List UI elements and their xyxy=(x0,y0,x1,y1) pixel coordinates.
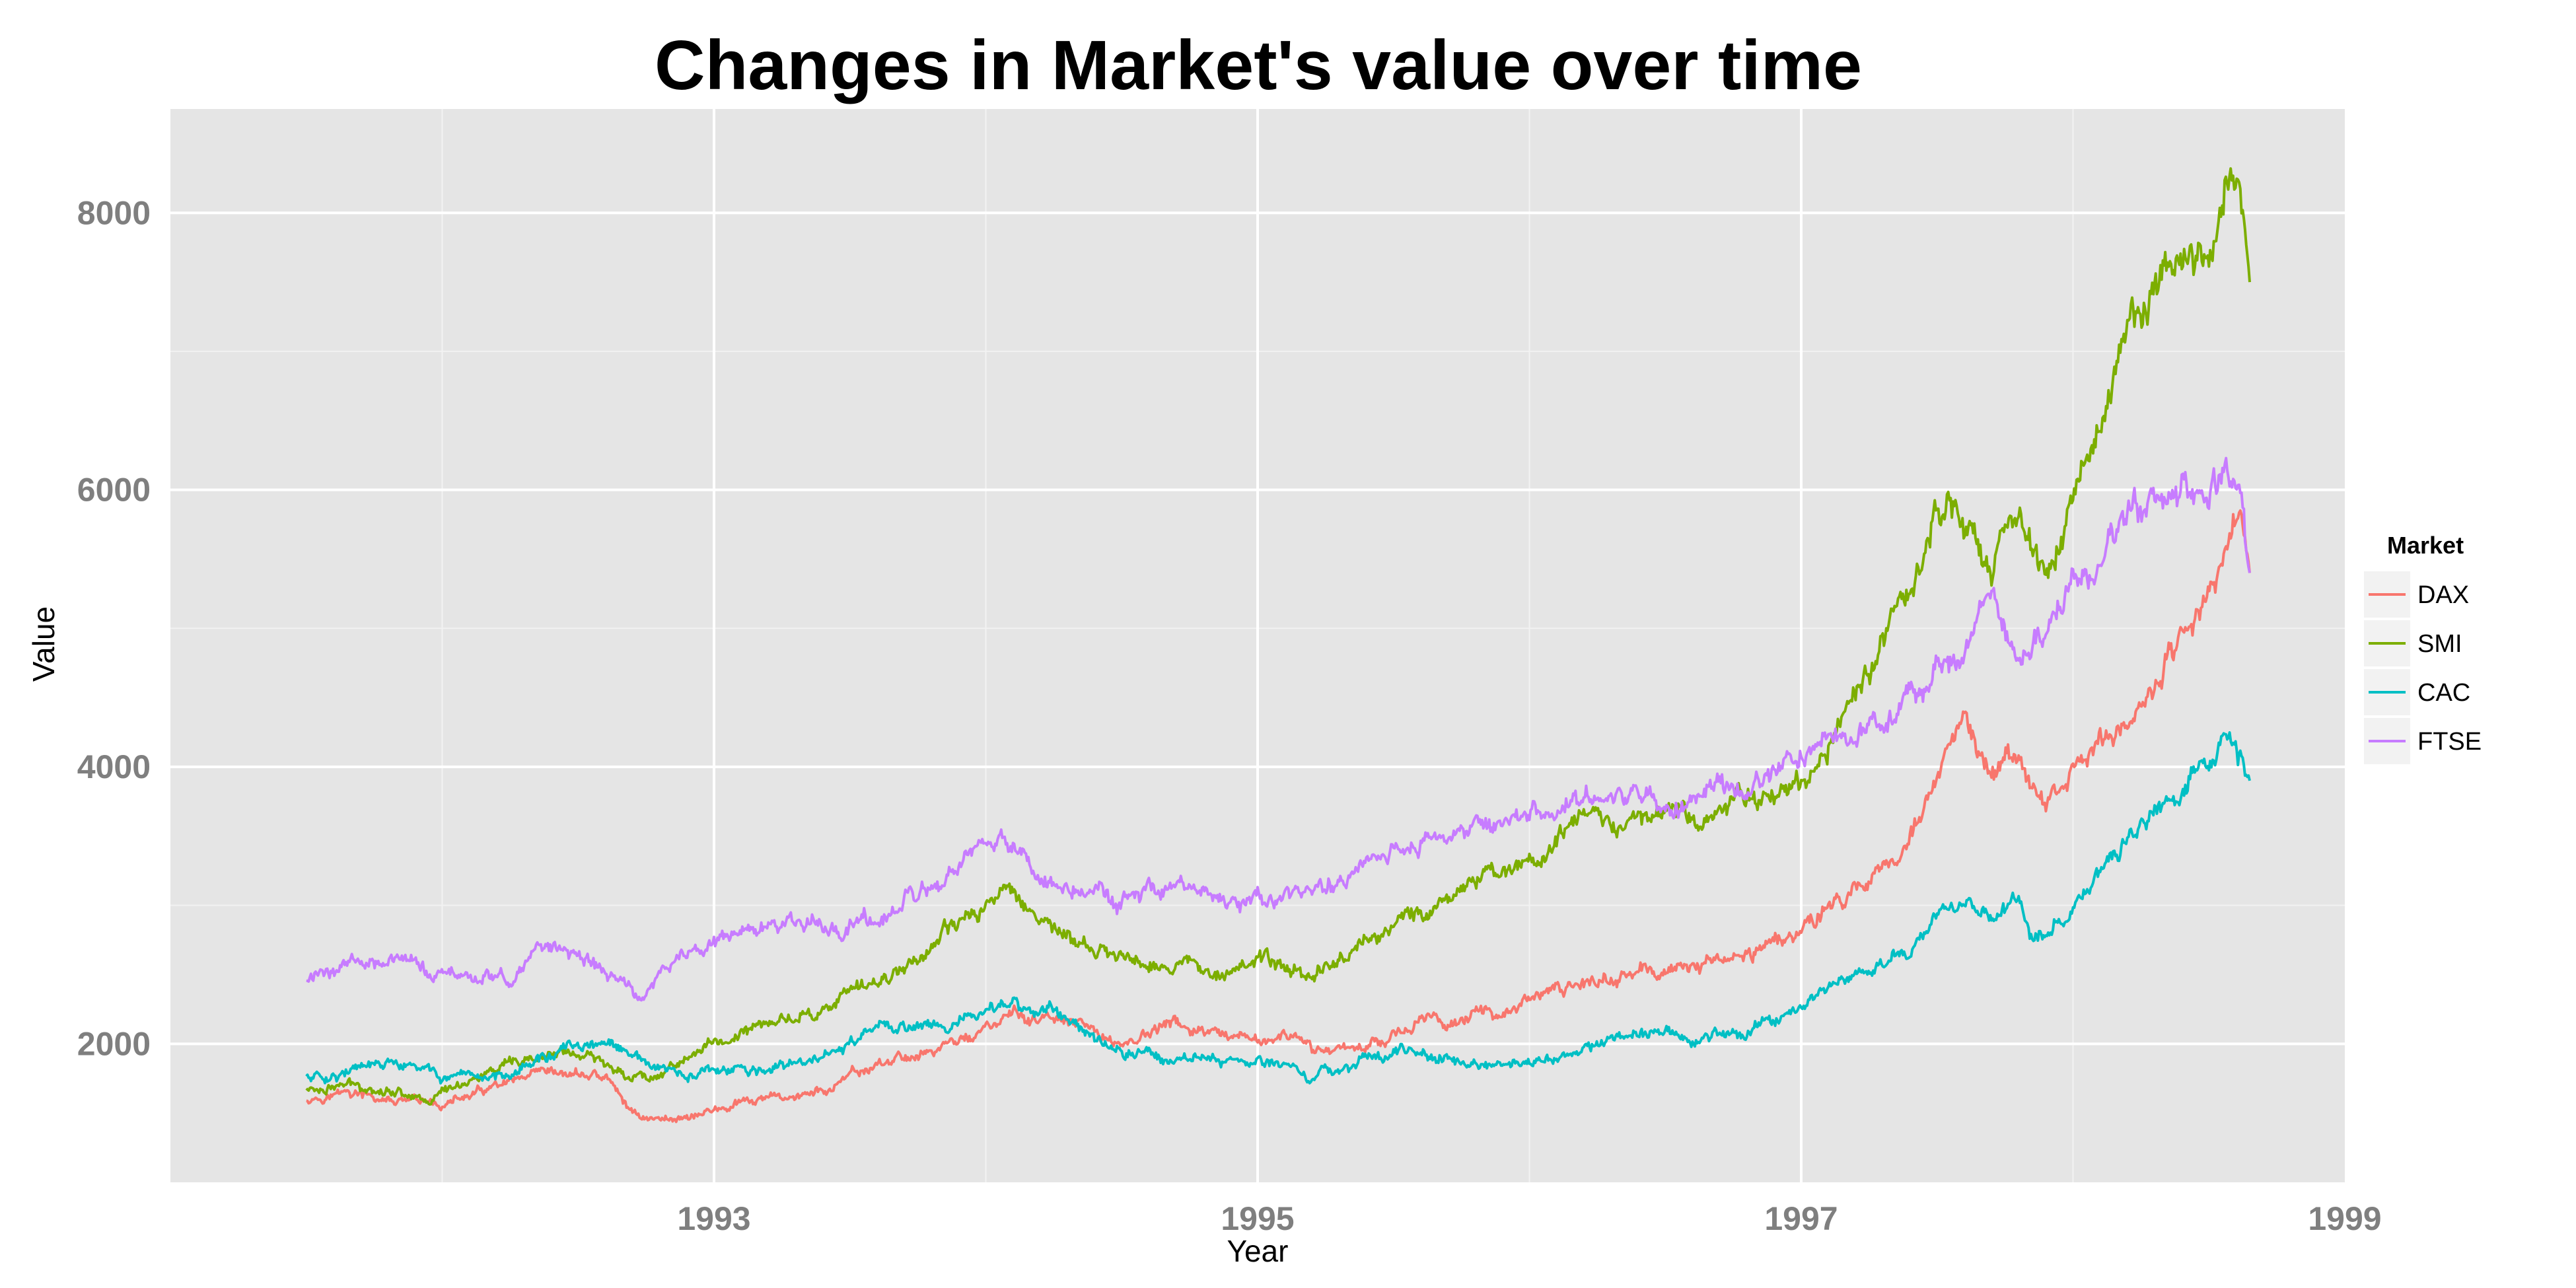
series-lines xyxy=(305,167,2251,1124)
x-tick-label: 1995 xyxy=(1221,1200,1294,1237)
legend-title: Market xyxy=(2387,532,2464,559)
legend-item-ftse: FTSE xyxy=(2363,717,2482,766)
legend-label: CAC xyxy=(2417,679,2470,707)
x-tick-label: 1999 xyxy=(2308,1200,2381,1237)
series-line-ftse xyxy=(306,456,2251,1002)
legend: Market DAX SMI CAC FTSE xyxy=(2363,532,2482,766)
legend-item-cac: CAC xyxy=(2363,668,2470,717)
chart-title: Changes in Market's value over time xyxy=(655,26,1862,104)
x-tick-label: 1993 xyxy=(677,1200,750,1237)
x-axis-label: Year xyxy=(1227,1234,1289,1268)
legend-label: SMI xyxy=(2417,630,2462,658)
legend-label: FTSE xyxy=(2417,728,2482,756)
x-tick-label: 1997 xyxy=(1764,1200,1838,1237)
legend-items: DAX SMI CAC FTSE xyxy=(2363,570,2482,766)
y-tick-label: 2000 xyxy=(77,1025,151,1062)
y-axis-ticks: 2000 4000 6000 8000 xyxy=(77,194,151,1062)
y-tick-label: 4000 xyxy=(77,748,151,785)
y-axis-label: Value xyxy=(26,606,61,682)
y-tick-label: 8000 xyxy=(77,194,151,231)
legend-label: DAX xyxy=(2417,581,2469,609)
series-line-cac xyxy=(305,731,2251,1085)
series-line-smi xyxy=(305,167,2251,1106)
legend-item-smi: SMI xyxy=(2363,619,2462,668)
series-line-dax xyxy=(306,509,2251,1124)
legend-item-dax: DAX xyxy=(2363,570,2469,619)
grid xyxy=(170,109,2345,1182)
y-tick-label: 6000 xyxy=(77,472,151,509)
x-axis-ticks: 1993 1995 1997 1999 xyxy=(677,1200,2381,1237)
